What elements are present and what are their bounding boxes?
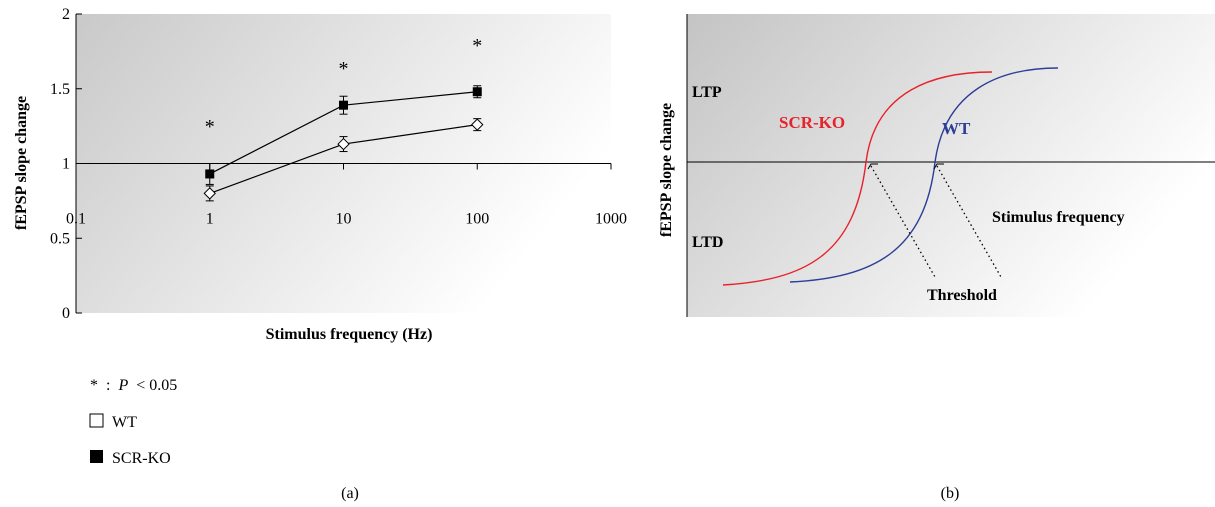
wt-threshold-tick bbox=[933, 163, 944, 170]
legend-wt-swatch bbox=[89, 413, 104, 428]
legend-significance-separator: : bbox=[106, 377, 110, 394]
ltp-region-label: LTP bbox=[692, 84, 722, 101]
panel-a-series bbox=[203, 85, 484, 202]
data-point-scr-ko bbox=[472, 87, 482, 97]
legend-significance-p: P bbox=[117, 377, 128, 394]
threshold-label: Threshold bbox=[927, 287, 997, 304]
x-tick-label: 10 bbox=[336, 211, 352, 228]
scr-ko-threshold-pointer bbox=[870, 165, 936, 278]
data-point-wt bbox=[337, 137, 350, 151]
legend-significance-threshold: < 0.05 bbox=[136, 377, 177, 394]
ltd-region-label: LTD bbox=[692, 234, 723, 251]
panel-b-label: (b) bbox=[941, 485, 960, 502]
panel-a-legend: * : P < 0.05 WT SCR-KO bbox=[89, 377, 177, 467]
panel-b-x-axis-label: Stimulus frequency bbox=[992, 209, 1125, 226]
panel-a: 0 0.5 1 1.5 2 0.1 1 10 100 1000 * * * fEPSP slope … bbox=[13, 6, 627, 502]
panel-a-significance-marks: * * * bbox=[205, 35, 483, 138]
panel-a-x-axis-label: Stimulus frequency (Hz) bbox=[266, 326, 433, 343]
legend-ko-swatch bbox=[90, 450, 103, 463]
x-tick-label: 1000 bbox=[595, 211, 627, 228]
y-tick-label: 2 bbox=[62, 6, 70, 23]
wt-threshold-pointer bbox=[936, 165, 1002, 278]
wt-curve-label: WT bbox=[942, 119, 971, 138]
data-point-wt bbox=[203, 187, 216, 200]
panel-a-x-ticks: 0.1 1 10 100 1000 bbox=[66, 163, 627, 228]
scr-ko-curve-label: SCR-KO bbox=[779, 113, 845, 132]
panel-b: fEPSP slope change LTP LTD Stimulus freq… bbox=[658, 14, 1215, 502]
panel-a-y-axis-label: fEPSP slope change bbox=[13, 96, 30, 230]
panel-a-y-ticks: 0 0.5 1 1.5 2 bbox=[50, 6, 82, 322]
data-point-scr-ko bbox=[205, 169, 215, 179]
y-tick-label: 0.5 bbox=[50, 230, 70, 247]
y-tick-label: 1 bbox=[62, 156, 70, 173]
panel-b-plot-background bbox=[687, 14, 1215, 317]
y-tick-label: 0 bbox=[62, 305, 70, 322]
y-tick-label: 1.5 bbox=[50, 81, 70, 98]
significance-star: * bbox=[205, 116, 215, 138]
scr-ko-threshold-tick bbox=[867, 163, 878, 170]
x-tick-label: 0.1 bbox=[66, 211, 86, 228]
legend-wt-label: WT bbox=[112, 414, 137, 431]
legend-significance: * : P < 0.05 bbox=[90, 377, 177, 394]
significance-star: * bbox=[472, 35, 482, 57]
panel-b-y-axis-label: fEPSP slope change bbox=[658, 103, 675, 237]
panel-a-label: (a) bbox=[341, 485, 359, 502]
data-point-scr-ko bbox=[339, 100, 348, 110]
scr-ko-curve bbox=[722, 71, 993, 286]
wt-curve bbox=[789, 67, 1059, 283]
legend-significance-star: * bbox=[90, 377, 98, 394]
x-tick-label: 1 bbox=[206, 211, 214, 228]
legend-ko-label: SCR-KO bbox=[112, 450, 171, 467]
significance-star: * bbox=[339, 58, 349, 80]
data-point-wt bbox=[471, 118, 484, 131]
x-tick-label: 100 bbox=[465, 211, 489, 228]
